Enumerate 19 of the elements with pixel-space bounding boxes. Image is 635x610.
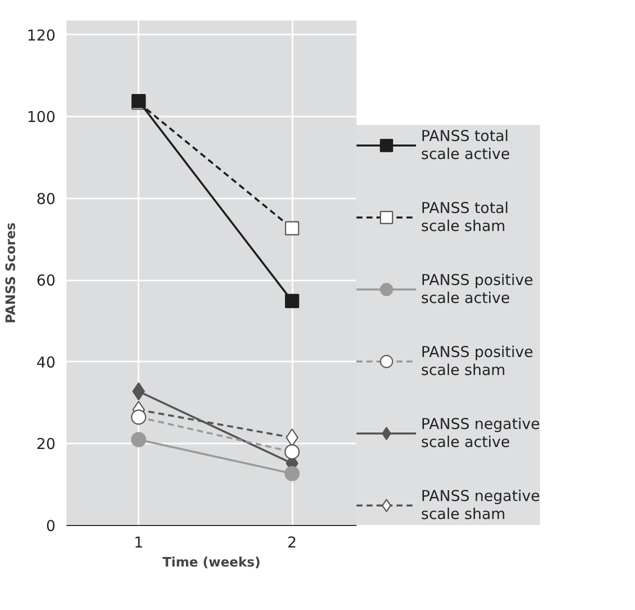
x-axis-title: Time (weeks)	[162, 556, 261, 570]
y-tick-label: 60	[36, 272, 56, 290]
y-axis-title: PANSS Scores	[4, 222, 19, 324]
y-tick-label: 20	[36, 435, 56, 454]
legend-label: PANSS negative scale sham	[421, 486, 540, 525]
point	[131, 432, 146, 448]
y-tick-label: 80	[36, 190, 56, 208]
legend-label: PANSS total scale active	[421, 126, 512, 165]
y-tick-label: 0	[46, 517, 56, 535]
legend-label: PANSS total scale sham	[421, 198, 510, 237]
legend-label: PANSS positive scale sham	[421, 342, 534, 381]
y-tick-label: 120	[26, 26, 56, 44]
y-tick-label: 40	[36, 353, 56, 372]
point	[284, 294, 300, 308]
x-tick-label: 2	[287, 534, 297, 552]
x-tick-label: 1	[134, 534, 144, 552]
legend-label: PANSS negative scale active	[421, 414, 540, 453]
legend-label: PANSS positive scale active	[421, 270, 534, 309]
y-tick-label: 100	[26, 108, 56, 126]
